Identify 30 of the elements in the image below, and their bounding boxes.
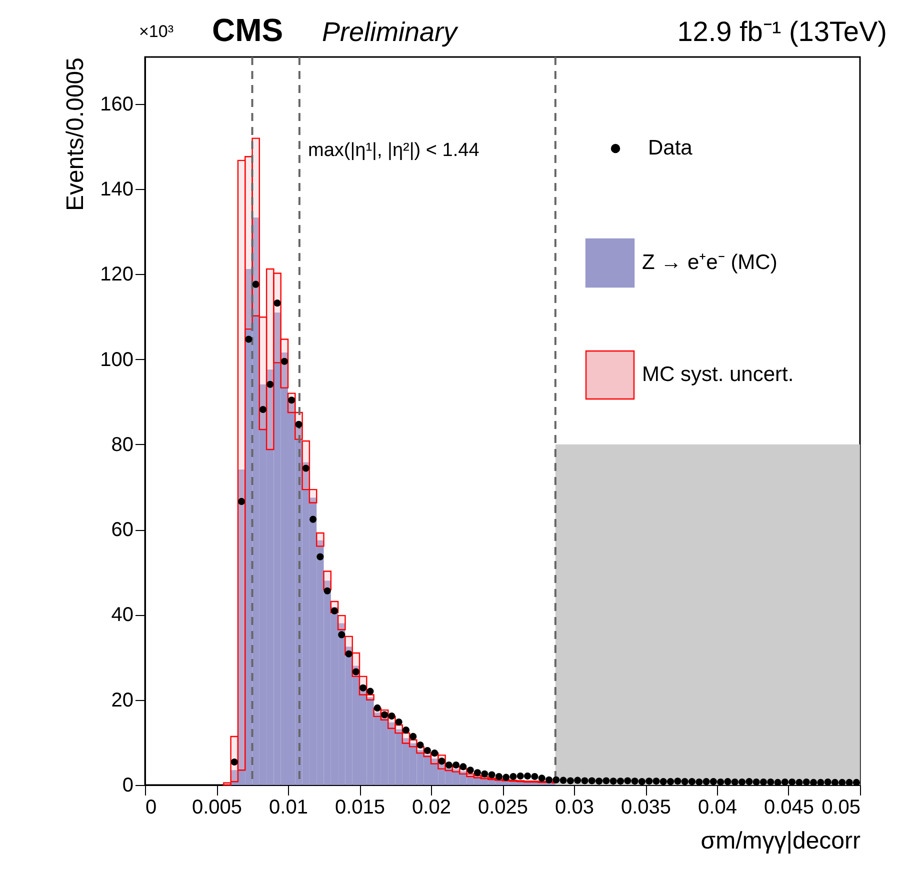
y-tick-label: 100: [100, 348, 134, 371]
x-axis-title: σm/mγγ|decorr: [700, 828, 860, 854]
x-tick-label: 0.025: [478, 796, 528, 818]
y-tick-label: 160: [100, 93, 134, 116]
y-tick-label: 20: [111, 689, 134, 712]
y-tick-label: 80: [111, 434, 134, 456]
annotation: max(|η¹|, |η²|) < 1.44: [308, 140, 480, 161]
y-tick-label: 120: [100, 264, 134, 286]
legend-label: Data: [648, 136, 693, 160]
x-tick-label: 0.02: [412, 796, 451, 818]
x-tick-label: 0.035: [620, 796, 672, 818]
x-tick-label: 0.015: [334, 796, 386, 818]
y-tick-label: 0: [122, 774, 134, 796]
x-tick-label: 0.04: [698, 796, 737, 818]
y-tick-label: 40: [111, 604, 134, 626]
x-tick-label: 0.05: [822, 796, 860, 818]
legend-label: Z → e⁺e⁻ (MC): [642, 251, 778, 274]
x-tick-label: 0.045: [764, 796, 814, 818]
y-tick-label: 140: [100, 178, 134, 200]
text: ×10³: [139, 22, 174, 41]
x-tick-label: 0.03: [555, 796, 594, 818]
x-tick-label: 0.005: [192, 796, 242, 818]
chart-title: CMS: [212, 12, 284, 48]
y-axis-title: Events/0.0005: [62, 58, 90, 211]
y-tick-label: 60: [111, 519, 134, 542]
x-tick-label: 0: [146, 796, 157, 818]
text: 12.9 fb⁻¹ (13TeV): [677, 16, 887, 47]
chart-subtitle: Preliminary: [322, 17, 459, 47]
x-tick-label: 0.01: [269, 796, 308, 818]
legend-label: MC syst. uncert.: [642, 363, 794, 386]
